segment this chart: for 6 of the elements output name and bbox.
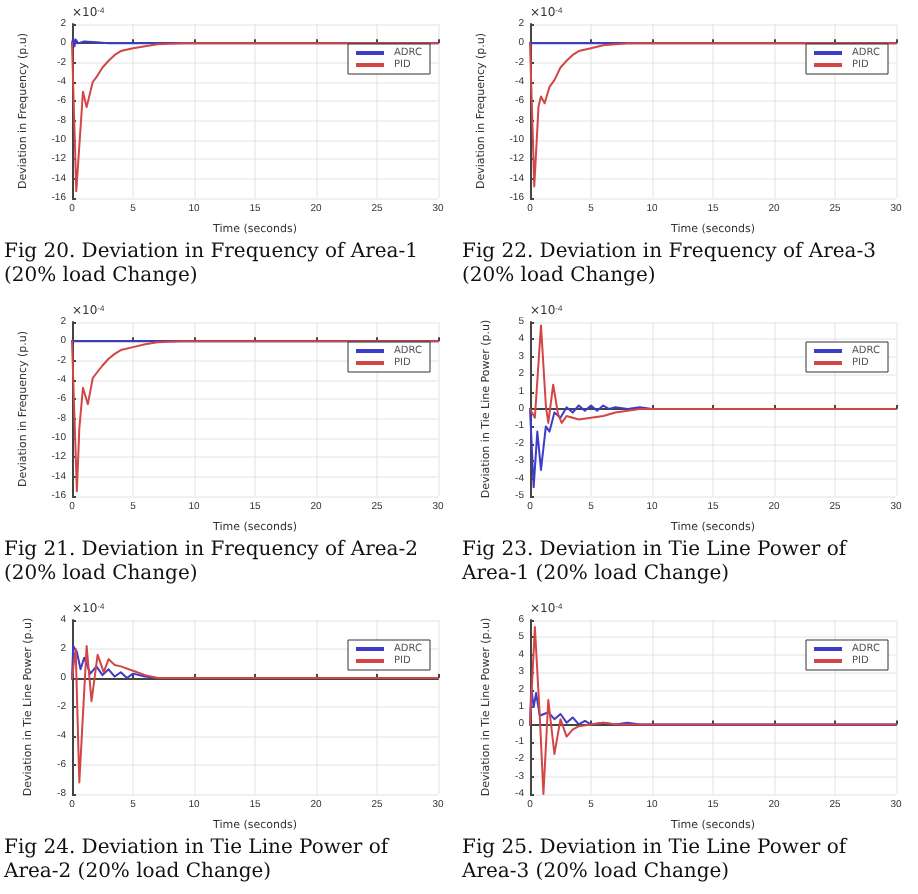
text: Fig 20. Deviation in Frequency of Area-1 (20% load Change) — [4, 241, 425, 287]
text: Fig 21. Deviation in Frequency of Area-2 (20% load Change) — [4, 539, 425, 585]
text: Fig 23. Deviation in Tie Line Power of Area-1 (20% load Change) — [460, 539, 853, 585]
text: Fig 24. Deviation in Tie Line Power of Area-2 (20% load Change) — [2, 837, 395, 883]
text: Fig 22. Deviation in Frequency of Area-3 (20% load Change) — [462, 241, 883, 287]
text: Fig 25. Deviation in Tie Line Power of Area-3 (20% load Change) — [460, 837, 853, 883]
